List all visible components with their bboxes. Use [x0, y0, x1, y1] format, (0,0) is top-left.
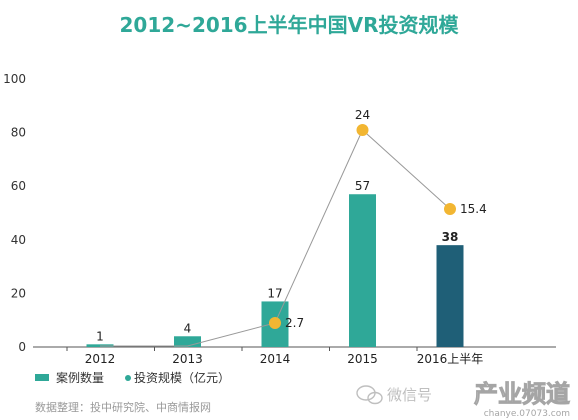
y-tick-label: 20: [11, 286, 26, 300]
wechat-icon: [356, 385, 383, 405]
line-label: 2.7: [285, 316, 304, 330]
x-tick-label: 2015: [347, 352, 378, 366]
x-tick-label: 2016上半年: [417, 352, 484, 366]
line-label: 15.4: [460, 202, 487, 216]
x-axis-ticks: 2012 2013 2014 2015 2016上半年: [66, 347, 484, 366]
line-labels: 2.7 24 15.4: [285, 108, 487, 330]
bar: [436, 245, 464, 347]
y-tick-label: 80: [11, 126, 26, 140]
watermark-brand: 产业频道: [474, 380, 570, 408]
y-axis-ticks: 0 20 40 60 80 100: [3, 72, 26, 354]
chart-title: 2012~2016上半年中国VR投资规模: [120, 13, 460, 37]
y-tick-label: 60: [11, 179, 26, 193]
line-point: [269, 317, 281, 329]
watermark: 微信号 产业频道 chanye.07073.com: [356, 380, 570, 419]
legend-dot-label: 投资规模（亿元）: [134, 370, 230, 385]
y-tick-label: 100: [3, 72, 26, 86]
bar-labels: 1 4 17 57 38: [96, 179, 458, 343]
x-tick-label: 2012: [85, 352, 116, 366]
source-note: 数据整理：投中研究院、中商情报网: [35, 400, 211, 414]
bar-label: 38: [442, 230, 459, 244]
bar-label: 17: [267, 286, 282, 300]
x-tick-label: 2014: [260, 352, 291, 366]
bar-label: 57: [355, 179, 370, 193]
legend: 案例数量 投资规模（亿元）: [35, 370, 230, 385]
watermark-site: chanye.07073.com: [484, 409, 570, 419]
x-tick-label: 2013: [172, 352, 203, 366]
legend-bar-label: 案例数量: [56, 370, 104, 385]
bar: [349, 194, 376, 347]
line-label: 24: [355, 108, 370, 122]
bar: [174, 336, 201, 347]
bar-series: [86, 194, 464, 347]
line-point: [444, 203, 456, 215]
bar-label: 4: [184, 321, 192, 335]
y-tick-label: 40: [11, 233, 26, 247]
line-point: [356, 124, 369, 136]
line-points: [269, 124, 456, 329]
watermark-wechat: 微信号: [387, 386, 432, 404]
bar-label: 1: [96, 329, 104, 343]
y-tick-label: 0: [18, 340, 26, 354]
legend-dot-swatch: [125, 375, 131, 381]
legend-bar-swatch: [35, 374, 49, 381]
